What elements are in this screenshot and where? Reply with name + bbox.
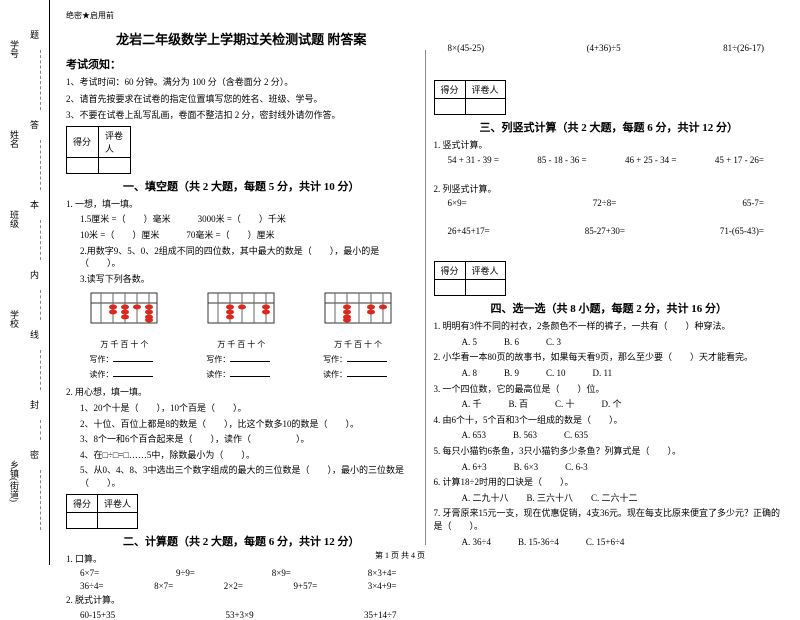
question-line: 3.读写下列各数。 xyxy=(66,273,417,286)
choice-options: A. 5 B. 6 C. 3 xyxy=(434,336,785,349)
margin-label: 学校 xyxy=(8,310,21,328)
write-label: 写作： xyxy=(323,355,347,364)
write-label: 写作： xyxy=(206,355,230,364)
margin-label: 班级 xyxy=(8,210,21,228)
choice-options: A. 千 B. 百 C. 十 D. 个 xyxy=(434,398,785,411)
choice-question: 7. 牙膏原来15元一支，现在优惠促销，4支36元。现在每支比原来便宜了多少元？… xyxy=(434,507,785,532)
margin-char: 密 xyxy=(28,450,41,459)
question-head: 1. 一想，填一填。 xyxy=(66,198,417,211)
page-footer: 第 1 页 共 4 页 xyxy=(0,550,800,561)
confidential-label: 绝密★启用前 xyxy=(66,10,417,21)
margin-char: 本 xyxy=(28,200,41,209)
equation-row: 6×9=72÷8=65-7= xyxy=(434,198,785,208)
equation-row: 54 + 31 - 39 =85 - 18 - 36 =46 + 25 - 34… xyxy=(434,155,785,165)
equation-row: 36÷4=8×7=2×2=9+57=3×4+9= xyxy=(66,581,417,591)
abacus-row: 万 千 百 十 个 写作： 读作： 万 千 百 十 个 写作： 读作： xyxy=(66,291,417,380)
notice-line: 1、考试时间：60 分钟。满分为 100 分（含卷面分 2 分）。 xyxy=(66,76,417,89)
choice-options: A. 8 B. 9 C. 10 D. 11 xyxy=(434,367,785,380)
notice-heading: 考试须知： xyxy=(66,56,417,72)
section-title: 四、选一选（共 8 小题，每题 2 分，共计 16 分） xyxy=(434,300,785,316)
question-line: 1、20个十是（ ），10个百是（ ）。 xyxy=(66,402,417,415)
read-label: 读作： xyxy=(206,370,230,379)
margin-label: 姓名 xyxy=(8,130,21,148)
exam-title: 龙岩二年级数学上学期过关检测试题 附答案 xyxy=(66,29,417,48)
dashed-line xyxy=(40,420,41,440)
question-head: 2. 列竖式计算。 xyxy=(434,183,785,196)
score-label: 得分 xyxy=(67,494,98,512)
margin-char: 封 xyxy=(28,400,41,409)
question-line: 10米 =（ ）厘米 70毫米 =（ ）厘米 xyxy=(66,229,417,242)
section-title: 三、列竖式计算（共 2 大题，每题 6 分，共计 12 分） xyxy=(434,119,785,135)
abacus-digits: 万 千 百 十 个 xyxy=(89,339,159,350)
grader-label: 评卷人 xyxy=(99,126,131,157)
score-table: 得分评卷人 xyxy=(434,80,506,115)
question-head: 1. 竖式计算。 xyxy=(434,139,785,152)
read-label: 读作： xyxy=(323,370,347,379)
margin-char: 题 xyxy=(28,30,41,39)
choice-options: A. 6+3 B. 6×3 C. 6-3 xyxy=(434,461,785,474)
score-label: 得分 xyxy=(434,81,465,99)
section-title: 二、计算题（共 2 大题，每题 6 分，共计 12 分） xyxy=(66,533,417,549)
margin-label: 学号 xyxy=(8,40,21,58)
question-line: 1.5厘米 =（ ）毫米 3000米 =（ ）千米 xyxy=(66,213,417,226)
right-column: 8×(45-25)(4+36)÷581÷(26-17) 得分评卷人 三、列竖式计… xyxy=(426,10,793,565)
margin-char: 线 xyxy=(28,330,41,339)
margin-char: 答 xyxy=(28,120,41,129)
section-title: 一、填空题（共 2 大题，每题 5 分，共计 10 分） xyxy=(66,178,417,194)
dashed-line xyxy=(40,290,41,320)
write-label: 写作： xyxy=(89,355,113,364)
score-table: 得分评卷人 xyxy=(66,126,131,174)
score-table: 得分评卷人 xyxy=(66,494,138,529)
margin-label: 乡镇(街道) xyxy=(8,460,21,502)
grader-label: 评卷人 xyxy=(465,262,505,280)
choice-question: 3. 一个四位数，它的最高位是（ ）位。 xyxy=(434,383,785,396)
abacus: 万 千 百 十 个 写作： 读作： xyxy=(323,291,393,380)
margin-char: 内 xyxy=(28,270,41,279)
score-label: 得分 xyxy=(67,126,99,157)
choice-options: A. 二九十八 B. 三六十八 C. 二六十二 xyxy=(434,492,785,505)
abacus-digits: 万 千 百 十 个 xyxy=(206,339,276,350)
question-line: 5、从0、4、8、3中选出三个数字组成的最大的三位数是（ ），最小的三位数是（ … xyxy=(66,464,417,489)
score-label: 得分 xyxy=(434,262,465,280)
choice-question: 4. 由6个十，5个百和3个一组成的数是（ ）。 xyxy=(434,414,785,427)
question-head: 2. 用心想，填一填。 xyxy=(66,386,417,399)
grader-label: 评卷人 xyxy=(465,81,505,99)
choice-options: A. 36÷4 B. 15-36÷4 C. 15+6÷4 xyxy=(434,536,785,549)
equation-row: 60-15+3553+3×935+14÷7 xyxy=(66,610,417,620)
notice-line: 3、不要在试卷上乱写乱画，卷面不整洁扣 2 分，密封线外请勿作答。 xyxy=(66,109,417,122)
choice-options: A. 653 B. 563 C. 635 xyxy=(434,429,785,442)
choice-question: 2. 小华看一本80页的故事书，如果每天看9页，那么至少要（ ）天才能看完。 xyxy=(434,351,785,364)
score-table: 得分评卷人 xyxy=(434,261,506,296)
abacus-digits: 万 千 百 十 个 xyxy=(323,339,393,350)
dashed-line xyxy=(40,350,41,390)
left-column: 绝密★启用前 龙岩二年级数学上学期过关检测试题 附答案 考试须知： 1、考试时间… xyxy=(58,10,425,565)
read-label: 读作： xyxy=(89,370,113,379)
question-line: 2.用数字9、5、0、2组成不同的四位数，其中最大的数是（ ），最小的是（ ）。 xyxy=(66,245,417,270)
abacus: 万 千 百 十 个 写作： 读作： xyxy=(89,291,159,380)
question-line: 2、十位、百位上都是8的数是（ ），比这个数多10的数是（ ）。 xyxy=(66,418,417,431)
question-head: 2. 脱式计算。 xyxy=(66,594,417,607)
dashed-line xyxy=(40,50,41,110)
choice-question: 6. 计算18÷2时用的口诀是（ ）。 xyxy=(434,476,785,489)
dashed-line xyxy=(40,140,41,190)
choice-question: 1. 明明有3件不同的衬衣，2条颜色不一样的裤子，一共有（ ）种穿法。 xyxy=(434,320,785,333)
dashed-line xyxy=(40,220,41,260)
equation-row: 8×(45-25)(4+36)÷581÷(26-17) xyxy=(434,43,785,53)
equation-row: 26+45+17=85-27+30=71-(65-43)= xyxy=(434,226,785,236)
equation-row: 6×7=9÷9=8×9=8×3+4= xyxy=(66,568,417,578)
abacus: 万 千 百 十 个 写作： 读作： xyxy=(206,291,276,380)
notice-line: 2、请首先按要求在试卷的指定位置填写您的姓名、班级、学号。 xyxy=(66,93,417,106)
question-line: 4、在□÷□=□……5中，除数最小为（ ）。 xyxy=(66,449,417,462)
choice-question: 5. 每只小猫钓6条鱼，3只小猫钓多少条鱼？列算式是（ ）。 xyxy=(434,445,785,458)
dashed-line xyxy=(40,470,41,530)
grader-label: 评卷人 xyxy=(98,494,138,512)
question-line: 3、8个一和6个百合起来是（ ），读作（ ）。 xyxy=(66,433,417,446)
